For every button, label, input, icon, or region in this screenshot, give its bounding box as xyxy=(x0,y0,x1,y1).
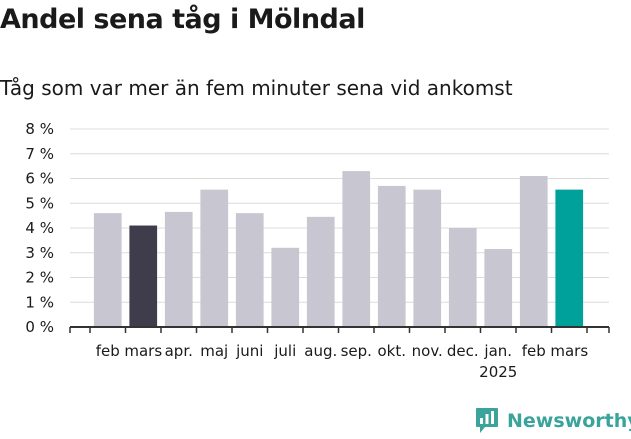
bar xyxy=(129,225,158,327)
bar xyxy=(377,185,406,327)
y-axis-ticks: 0 % 1 % 2 % 3 % 4 % 5 % 6 % 7 % 8 % xyxy=(25,120,54,336)
y-tick-label: 0 % xyxy=(25,318,54,336)
x-tick-label: juli xyxy=(273,342,296,360)
bar xyxy=(484,249,513,327)
bar xyxy=(200,189,229,327)
y-tick-label: 4 % xyxy=(25,219,54,237)
bar xyxy=(555,189,584,327)
y-tick-label: 3 % xyxy=(25,244,54,262)
x-tick-label: nov. xyxy=(412,342,443,360)
y-tick-label: 6 % xyxy=(25,170,54,188)
x-tick-label: maj xyxy=(200,342,228,360)
bars xyxy=(93,171,584,327)
x-tick-label: feb xyxy=(96,342,120,360)
y-tick-label: 5 % xyxy=(25,194,54,212)
bar xyxy=(235,213,264,327)
bar xyxy=(519,176,548,327)
x-tick-label: aug. xyxy=(304,342,337,360)
x-tick-label: feb xyxy=(522,342,546,360)
bar xyxy=(413,189,442,327)
bar xyxy=(271,247,300,327)
y-tick-label: 8 % xyxy=(25,120,54,138)
chart-subtitle: Tåg som var mer än fem minuter sena vid … xyxy=(0,76,513,100)
x-tick-label: mars xyxy=(124,342,162,360)
bar xyxy=(342,171,371,327)
x-tick-label: mars xyxy=(550,342,588,360)
bar xyxy=(448,228,477,327)
x-tick-label: dec. xyxy=(447,342,479,360)
grid-lines xyxy=(70,128,609,303)
y-tick-label: 2 % xyxy=(25,269,54,287)
x-year-label: 2025 xyxy=(479,363,517,381)
y-tick-label: 7 % xyxy=(25,145,54,163)
brand-logo: Newsworthy xyxy=(475,407,631,434)
x-tick-label: apr. xyxy=(165,342,193,360)
x-tick-label: jan. xyxy=(483,342,512,360)
bar xyxy=(93,213,122,327)
y-tick-label: 1 % xyxy=(25,293,54,311)
bar xyxy=(164,211,193,327)
newsworthy-logo-icon xyxy=(476,408,498,433)
bar xyxy=(306,216,335,327)
x-tick-label: okt. xyxy=(377,342,406,360)
bar-chart: 0 %1 %2 %3 %4 %5 %6 %7 %8 % feb mars apr. m… xyxy=(25,120,610,381)
chart-title: Andel sena tåg i Mölndal xyxy=(0,4,365,35)
brand-name: Newsworthy xyxy=(507,409,631,432)
x-tick-label: sep. xyxy=(341,342,372,360)
x-axis-ticks: feb mars apr. maj juni juli aug. sep. okt. nov. de… xyxy=(69,327,610,381)
x-tick-label: juni xyxy=(235,342,263,360)
